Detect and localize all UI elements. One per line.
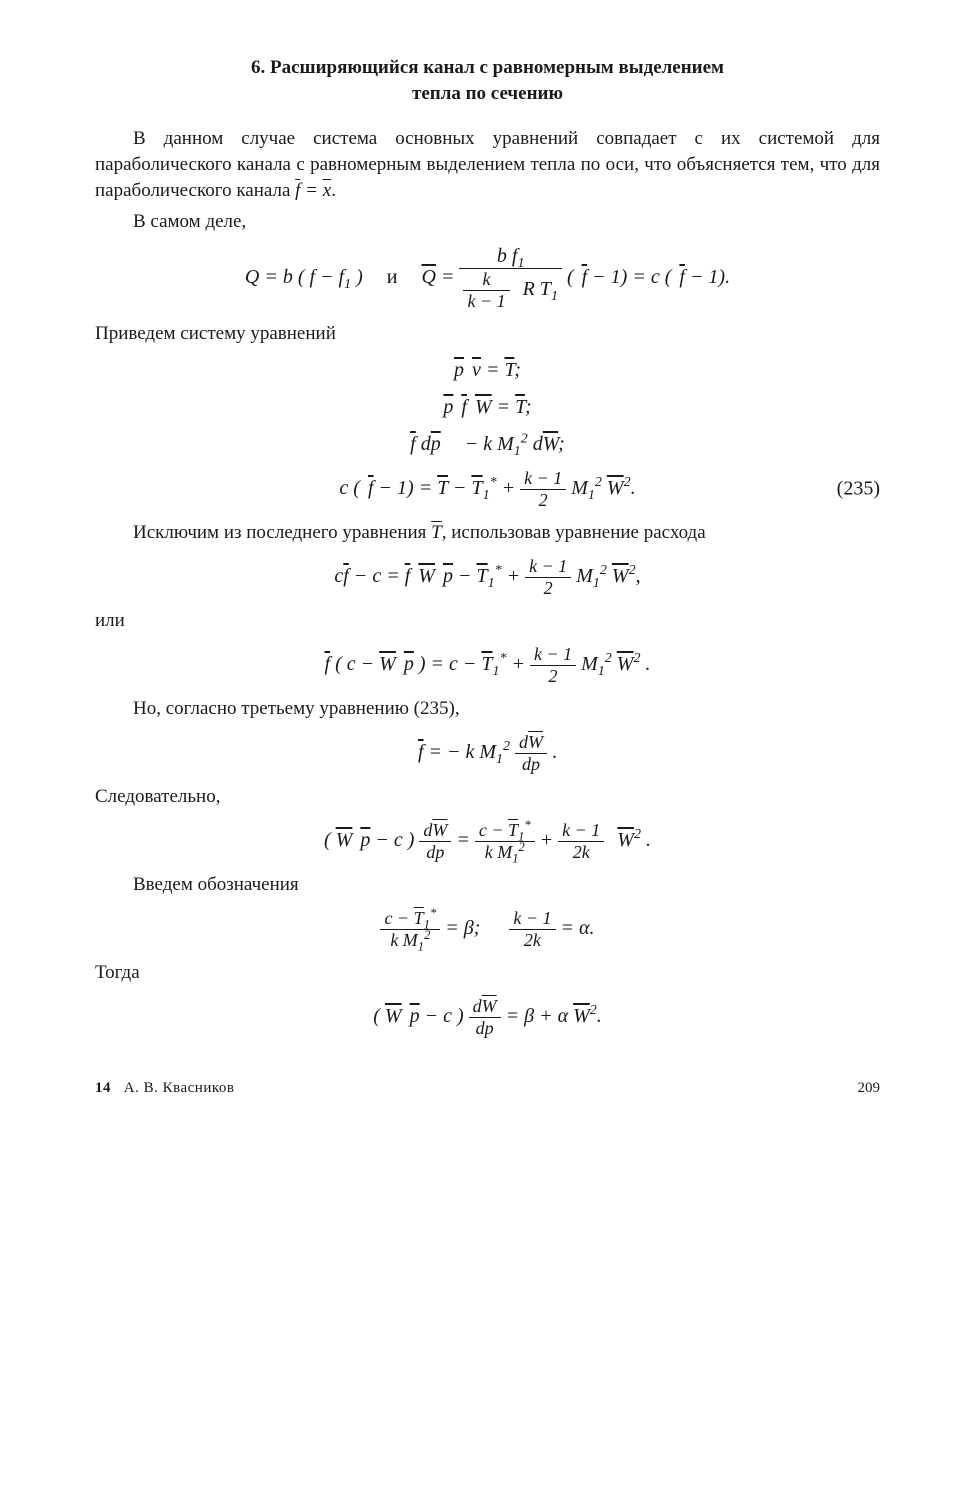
- sheet-number: 14: [95, 1080, 111, 1096]
- paragraph-4: Исключим из последнего уравнения T, испо…: [95, 520, 880, 546]
- paragraph-3-text: Приведем систему уравнений: [95, 323, 336, 344]
- paragraph-8: Введем обозначения: [95, 872, 880, 898]
- paragraph-4b: , использовав уравнение расхода: [442, 522, 706, 543]
- equation-number-235: (235): [837, 476, 880, 503]
- section-number: 6.: [251, 57, 265, 78]
- equation-exclude: cf − c = fWp − T1* + k − 12 M12 W2,: [95, 556, 880, 598]
- section-title: 6. Расширяющийся канал с равномерным выд…: [95, 55, 880, 106]
- section-title-line2: тепла по сечению: [412, 83, 563, 104]
- paragraph-6-text: Но, согласно третьему уравнению (235),: [133, 698, 460, 719]
- equation-definitions: c − T1*k M12 = β; k − 12k = α.: [95, 908, 880, 950]
- paragraph-9-text: Тогда: [95, 962, 140, 983]
- page-number: 209: [858, 1078, 881, 1098]
- eq-and: и: [387, 266, 398, 288]
- author-name: А. В. Квасников: [124, 1080, 235, 1096]
- equation-Q: Q = b ( f − f1 )иQ = b f1 kk − 1 R T1 (f…: [95, 245, 880, 311]
- equation-system-4: c (f − 1) = T − T1* + k − 12 M12 W2. (23…: [95, 468, 880, 510]
- section-title-line1: Расширяющийся канал с равномерным выделе…: [270, 57, 724, 78]
- paragraph-5-text: или: [95, 610, 125, 631]
- paragraph-1b: .: [331, 180, 336, 201]
- page-footer: 14 А. В. Квасников 209: [95, 1078, 880, 1098]
- equation-or: f ( c − Wp ) = c − T1* + k − 12 M12 W2 .: [95, 644, 880, 686]
- paragraph-7: Следовательно,: [95, 784, 880, 810]
- paragraph-8-text: Введем обозначения: [133, 874, 299, 895]
- equation-then: ( Wp − c ) dWdp = β + α W2.: [95, 996, 880, 1038]
- paragraph-3: Приведем систему уравнений: [95, 321, 880, 347]
- paragraph-1: В данном случае система основных уравнен…: [95, 126, 880, 203]
- paragraph-7-text: Следовательно,: [95, 786, 220, 807]
- equation-fbar: f = − k M12 dWdp .: [95, 732, 880, 774]
- equation-system-3: f dp− k M12 dW;: [95, 431, 880, 458]
- paragraph-2-text: В самом деле,: [133, 211, 246, 232]
- equation-consequently: ( Wp − c ) dWdp = c − T1*k M12 + k − 12k…: [95, 820, 880, 862]
- footer-left: 14 А. В. Квасников: [95, 1078, 234, 1098]
- paragraph-4a: Исключим из последнего уравнения: [133, 522, 431, 543]
- paragraph-6: Но, согласно третьему уравнению (235),: [95, 696, 880, 722]
- equation-system-1: pv = T;: [95, 357, 880, 384]
- paragraph-2: В самом деле,: [95, 209, 880, 235]
- paragraph-5: или: [95, 608, 880, 634]
- paragraph-9: Тогда: [95, 960, 880, 986]
- paragraph-1a: В данном случае система основных уравнен…: [95, 128, 880, 200]
- equation-system-2: pfW = T;: [95, 394, 880, 421]
